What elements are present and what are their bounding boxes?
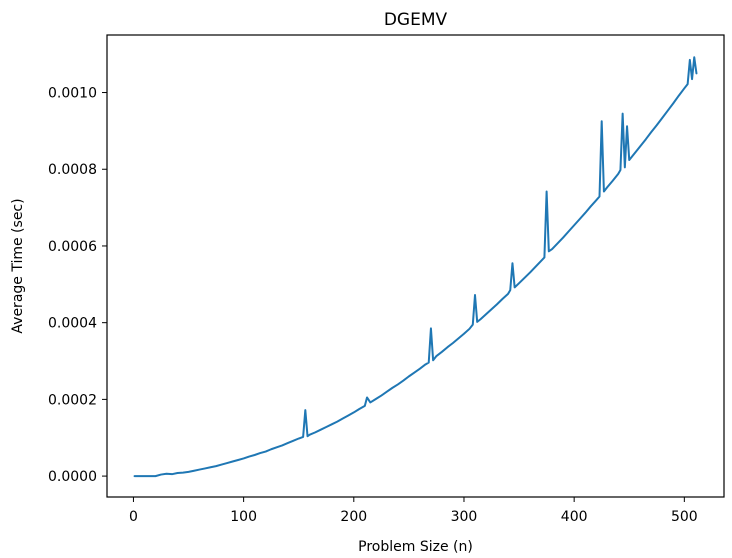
y-tick-label: 0.0006	[48, 239, 97, 255]
x-axis-label: Problem Size (n)	[358, 539, 473, 555]
y-tick-label: 0.0004	[48, 316, 97, 332]
y-tick-label: 0.0008	[48, 162, 97, 178]
x-tick-label: 300	[451, 509, 478, 525]
plot-area	[107, 35, 724, 497]
y-ticks: 0.0000 0.0002 0.0004 0.0006 0.0008 0.0010	[48, 86, 107, 485]
y-axis-label: Average Time (sec)	[10, 198, 26, 333]
y-tick-label: 0.0010	[48, 86, 97, 102]
x-tick-label: 200	[340, 509, 367, 525]
x-ticks: 0 100 200 300 400 500	[129, 497, 698, 525]
x-tick-label: 0	[129, 509, 138, 525]
y-tick-label: 0.0000	[48, 469, 97, 485]
x-tick-label: 500	[671, 509, 698, 525]
chart-title: DGEMV	[384, 10, 448, 30]
series-line-0	[133, 56, 698, 478]
y-tick-label: 0.0002	[48, 392, 97, 408]
x-tick-label: 100	[230, 509, 257, 525]
series-layer	[133, 56, 698, 478]
plot-frame	[106, 34, 725, 498]
x-tick-label: 400	[561, 509, 588, 525]
